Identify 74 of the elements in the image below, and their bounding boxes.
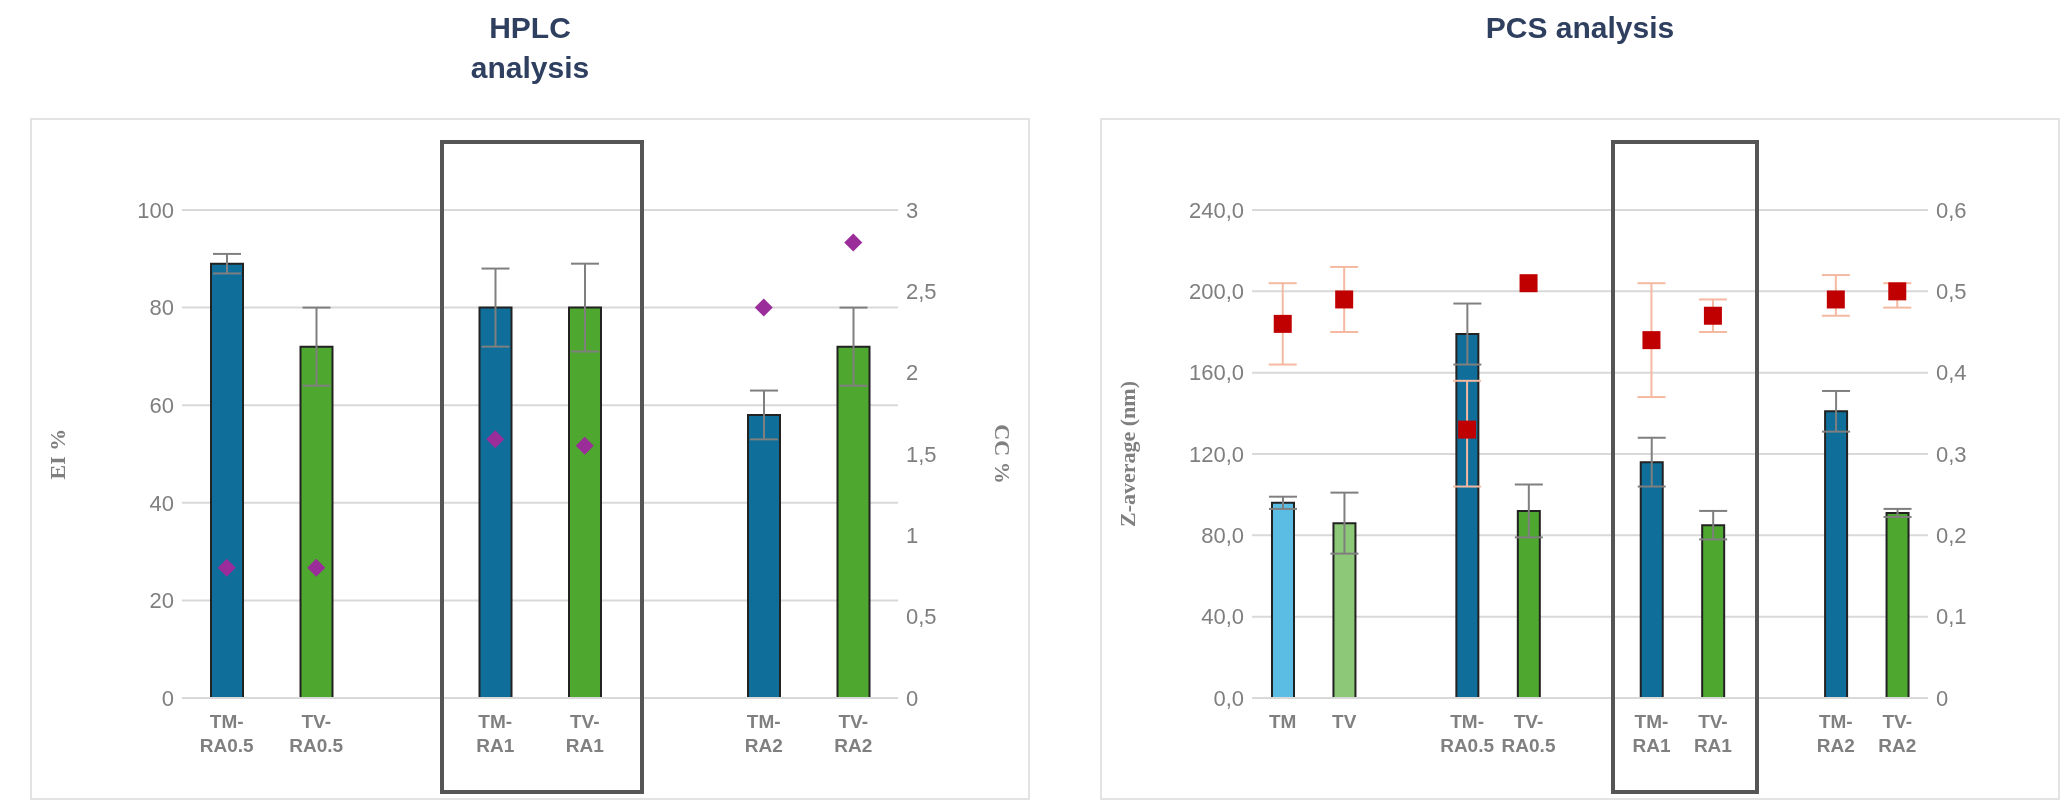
y2-tick-label: 0,5 xyxy=(1936,279,1967,305)
y-tick-label: 120,0 xyxy=(1188,441,1244,467)
bar xyxy=(1332,522,1357,698)
y-tick-label: 100 xyxy=(137,197,174,223)
y-tick-label: 80 xyxy=(149,295,174,321)
y2-tick-label: 0,2 xyxy=(1936,523,1967,549)
y-axis-title: Z-average (nm) xyxy=(1114,380,1140,528)
y-tick-label: 20 xyxy=(149,588,174,614)
point xyxy=(844,233,863,252)
x-tick-label: TM xyxy=(1269,711,1297,732)
y2-tick-label: 2,5 xyxy=(906,279,937,305)
y-tick-label: 60 xyxy=(149,393,174,419)
y-tick-label: 0 xyxy=(161,685,174,711)
y2-tick-label: 0,1 xyxy=(1936,604,1967,630)
bar xyxy=(568,306,602,698)
y-tick-label: 40,0 xyxy=(1201,604,1244,630)
point xyxy=(307,558,326,577)
bar xyxy=(1885,511,1910,698)
y2-tick-label: 1 xyxy=(906,523,919,549)
bar xyxy=(747,413,781,698)
x-tick-label: TV-RA0.5 xyxy=(289,711,344,756)
point xyxy=(1888,282,1907,301)
point xyxy=(1826,290,1845,309)
y-tick-label: 0,0 xyxy=(1213,685,1244,711)
bar xyxy=(210,262,244,698)
y2-axis-title: CC % xyxy=(990,424,1016,484)
point xyxy=(217,558,236,577)
bar xyxy=(1701,524,1726,698)
y2-tick-label: 0,4 xyxy=(1936,360,1967,386)
y2-tick-label: 2 xyxy=(906,360,919,386)
chart-title: HPLC analysis xyxy=(469,10,591,86)
point xyxy=(1642,331,1661,350)
x-tick-label: TV-RA2 xyxy=(834,711,873,756)
point xyxy=(1519,274,1538,293)
y2-tick-label: 0 xyxy=(906,685,919,711)
y2-tick-label: 1,5 xyxy=(906,441,937,467)
y-tick-label: 200,0 xyxy=(1188,279,1244,305)
bar xyxy=(1639,461,1664,698)
y-axis-title: EI % xyxy=(44,428,70,480)
x-tick-label: TM-RA1 xyxy=(476,711,515,756)
x-tick-label: TM-RA2 xyxy=(1816,711,1855,756)
y2-tick-label: 0,3 xyxy=(1936,441,1967,467)
point xyxy=(1458,420,1477,439)
y2-tick-label: 0,6 xyxy=(1936,197,1967,223)
y-tick-label: 160,0 xyxy=(1188,360,1244,386)
point xyxy=(754,298,773,317)
x-tick-label: TV-RA1 xyxy=(1693,711,1733,756)
x-tick-label: TV-RA1 xyxy=(565,711,605,756)
bar xyxy=(1824,410,1849,698)
point xyxy=(1335,290,1354,309)
point xyxy=(1273,314,1292,333)
bar xyxy=(1455,333,1480,698)
x-tick-label: TV-RA0.5 xyxy=(1501,711,1556,756)
bar xyxy=(299,345,334,698)
y2-tick-label: 0,5 xyxy=(906,604,937,630)
x-tick-label: TM-RA2 xyxy=(744,711,783,756)
bar xyxy=(478,306,513,698)
y2-tick-label: 3 xyxy=(906,197,919,223)
bar xyxy=(1516,509,1541,698)
x-tick-label: TV-RA2 xyxy=(1878,711,1917,756)
bar xyxy=(836,345,871,698)
point xyxy=(486,430,505,449)
chart-title: PCS analysis xyxy=(1485,10,1675,46)
y-tick-label: 40 xyxy=(149,490,174,516)
x-tick-label: TM-RA1 xyxy=(1632,711,1671,756)
y-tick-label: 80,0 xyxy=(1201,523,1244,549)
y2-tick-label: 0 xyxy=(1936,685,1949,711)
y-tick-label: 240,0 xyxy=(1188,197,1244,223)
x-tick-label: TM-RA0.5 xyxy=(1440,711,1495,756)
point xyxy=(1703,306,1722,325)
x-tick-label: TM-RA0.5 xyxy=(199,711,255,756)
bar xyxy=(1271,501,1295,698)
x-tick-label: TV xyxy=(1332,711,1357,732)
point xyxy=(575,436,594,455)
